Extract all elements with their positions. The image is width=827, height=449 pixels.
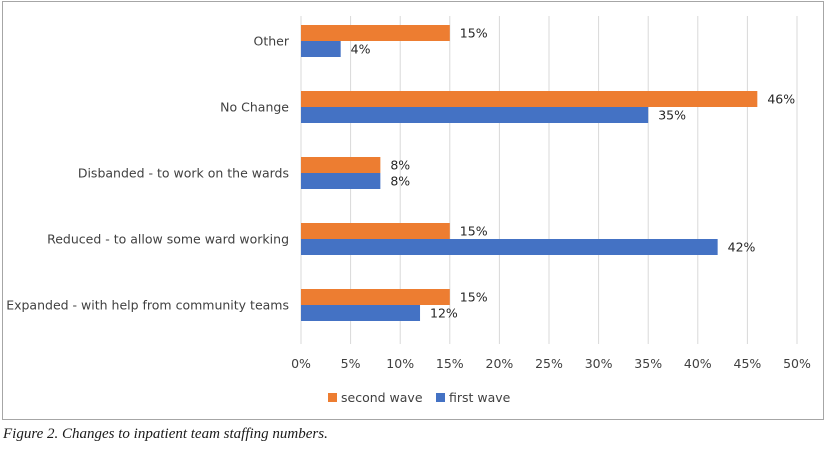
x-tick-label: 30%	[585, 356, 613, 371]
bar-first-wave	[301, 173, 381, 189]
category-labels: Other No Change Disbanded - to work on the…	[6, 34, 290, 313]
category-label: Disbanded - to work on the wards	[78, 166, 289, 181]
bar-second-wave	[301, 157, 381, 173]
x-tick-label: 25%	[535, 356, 563, 371]
bar-first-wave	[301, 107, 649, 123]
bars: 15%4%46%35%8%8%15%42%15%12%	[301, 25, 795, 321]
x-tick-label: 40%	[684, 356, 712, 371]
category-label: Other	[254, 34, 290, 49]
bar-second-wave	[301, 289, 450, 305]
data-label: 35%	[658, 108, 686, 123]
data-label: 42%	[728, 240, 756, 255]
x-tick-label: 50%	[783, 356, 811, 371]
data-label: 15%	[460, 290, 488, 305]
data-label: 4%	[351, 42, 371, 57]
chart-frame: 15% 4% 46% 35% 8% 8% 15% 42% 15% 12% Other No Chan…	[2, 1, 824, 420]
gridlines	[300, 16, 798, 344]
legend: second wave first wave	[328, 390, 511, 405]
x-tick-label: 5%	[341, 356, 361, 371]
category-label: No Change	[220, 100, 289, 115]
bar-second-wave	[301, 91, 758, 107]
bar-second-wave	[301, 223, 450, 239]
category-label: Expanded - with help from community team…	[6, 298, 289, 313]
category-label: Reduced - to allow some ward working	[47, 232, 289, 247]
x-tick-label: 15%	[436, 356, 464, 371]
data-label: 46%	[767, 92, 795, 107]
x-tick-label: 45%	[734, 356, 762, 371]
data-label: 15%	[460, 224, 488, 239]
data-label: 15%	[460, 26, 488, 41]
data-label: 8%	[390, 158, 410, 173]
bar-first-wave	[301, 239, 718, 255]
legend-swatch	[436, 393, 445, 402]
bar-first-wave	[301, 41, 341, 57]
data-label: 12%	[430, 306, 458, 321]
data-label: 8%	[390, 174, 410, 189]
legend-swatch	[328, 393, 337, 402]
bar-first-wave	[301, 305, 421, 321]
figure-caption: Figure 2. Changes to inpatient team staf…	[3, 426, 328, 442]
x-tick-label: 35%	[634, 356, 662, 371]
bar-second-wave	[301, 25, 450, 41]
x-tick-label: 0%	[291, 356, 311, 371]
x-tick-label: 20%	[486, 356, 514, 371]
x-tick-label: 10%	[386, 356, 414, 371]
legend-label: second wave	[341, 390, 423, 405]
x-tick-labels: 0% 5% 10% 15% 20% 25% 30% 35% 40% 45% 50%	[291, 356, 811, 371]
legend-label: first wave	[449, 390, 511, 405]
